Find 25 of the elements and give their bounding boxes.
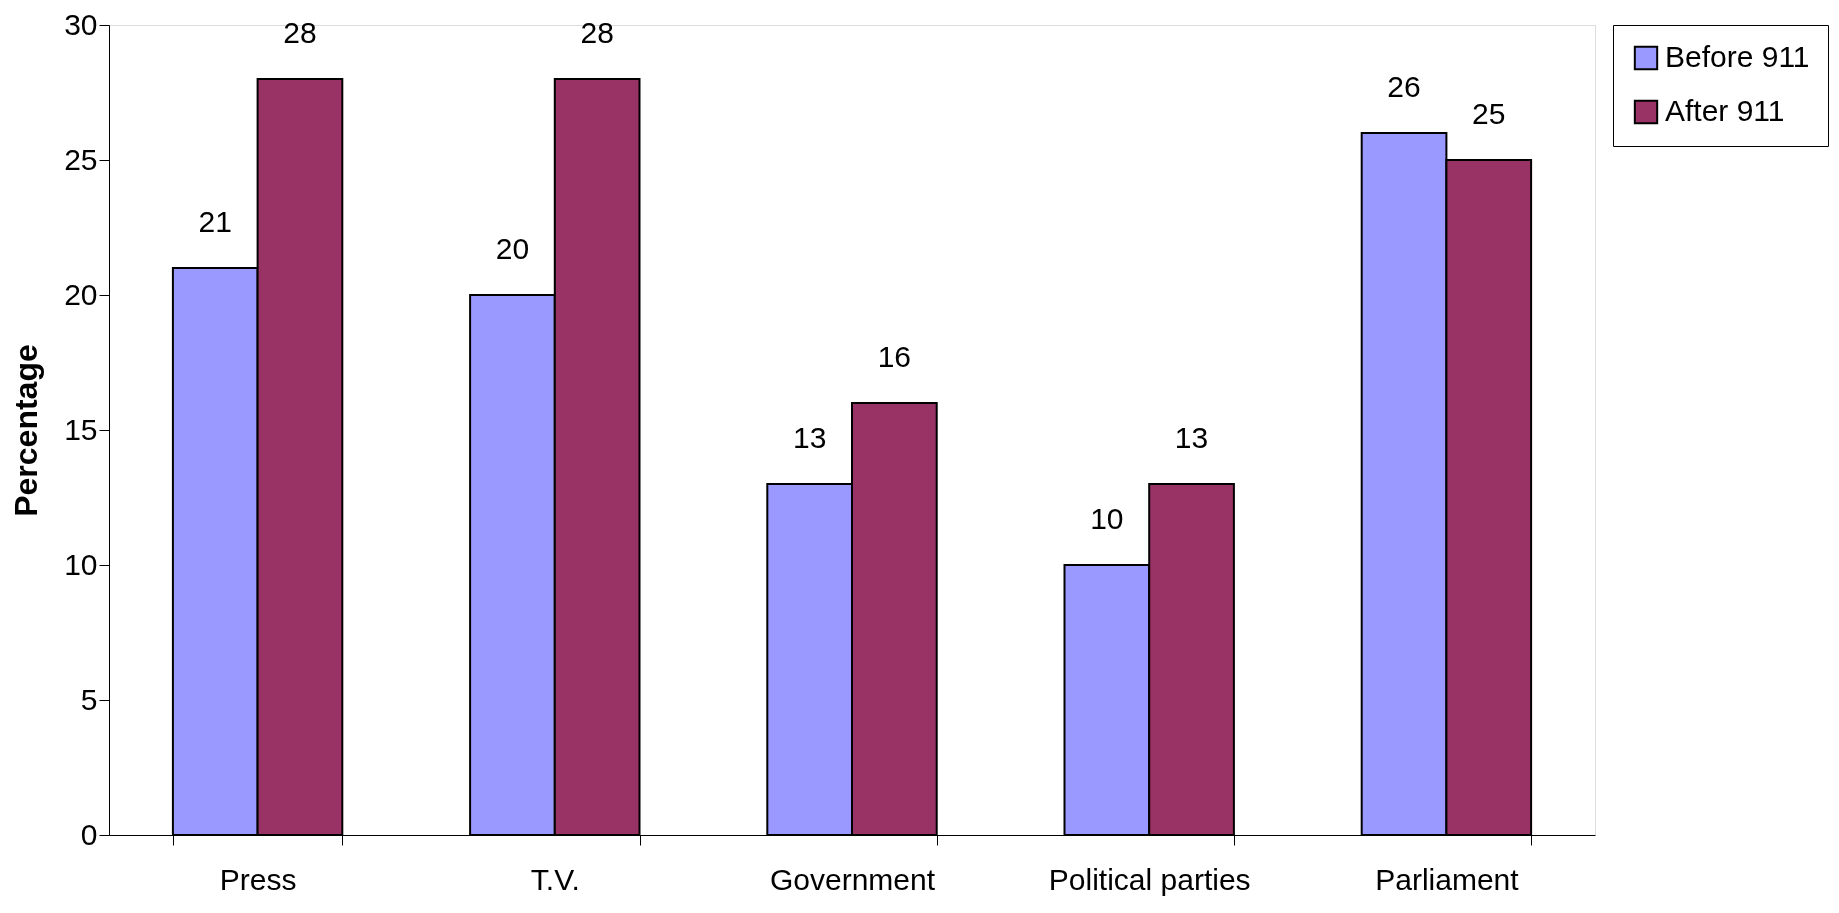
data-label: 13 [792,421,827,454]
x-tick-label: Political parties [1048,862,1251,896]
y-tick-label: 5 [80,682,98,716]
x-tick-label: Parliament [1375,862,1520,896]
y-tick-label: 25 [64,142,98,176]
y-tick-label: 0 [80,817,98,851]
y-tick-label: 15 [64,412,98,446]
data-label: 16 [877,340,912,373]
y-tick-label: 10 [64,547,98,581]
y-tick-label: 20 [64,277,98,311]
x-tick-label: T.V. [530,862,580,896]
data-label: 26 [1387,70,1421,103]
legend-label: Before 911 [1665,40,1810,73]
data-label: 20 [495,232,530,265]
data-label: 13 [1174,421,1209,454]
data-label: 10 [1090,502,1124,535]
x-tick-label: Government [769,862,936,896]
data-label: 25 [1472,97,1506,130]
y-axis-title: Percentage [8,344,45,517]
x-tick-label: Press [219,862,297,896]
data-label: 28 [283,16,317,49]
data-label: 21 [198,205,232,238]
y-tick-label: 30 [64,7,98,41]
data-label: 28 [580,16,614,49]
legend-label: After 911 [1665,94,1785,127]
